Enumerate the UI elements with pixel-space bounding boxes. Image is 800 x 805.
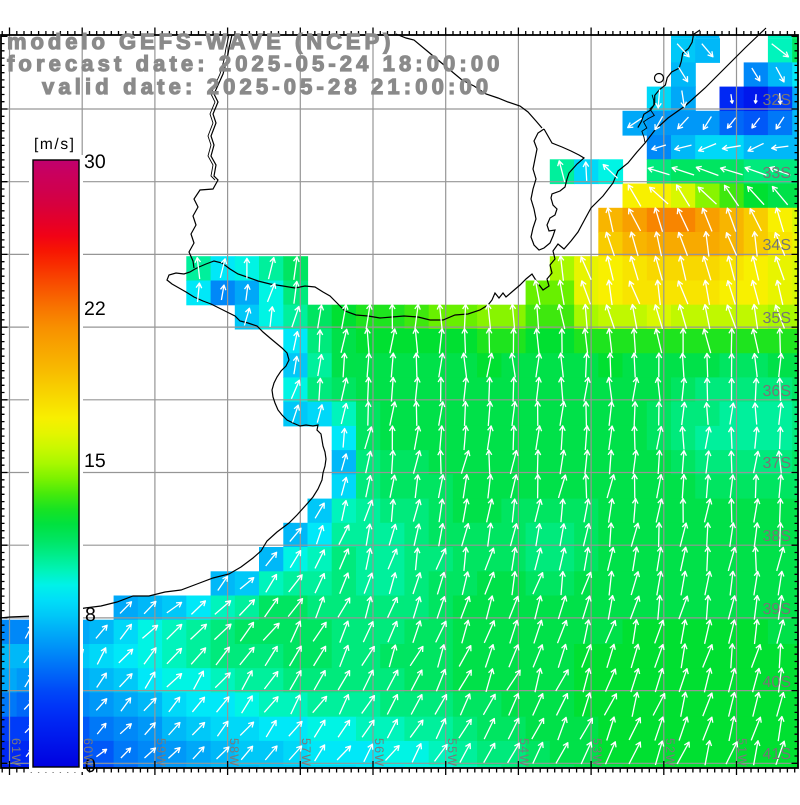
svg-text:22: 22	[84, 298, 106, 320]
svg-text:30: 30	[84, 151, 106, 173]
svg-text:8: 8	[85, 604, 96, 626]
svg-text:56W: 56W	[372, 738, 386, 767]
svg-text:61W: 61W	[9, 738, 23, 767]
svg-text:36S: 36S	[763, 383, 791, 400]
svg-text:54W: 54W	[517, 738, 531, 767]
svg-text:15: 15	[84, 450, 106, 472]
svg-text:valid date: 2025-05-28 21:00:0: valid date: 2025-05-28 21:00:00	[42, 74, 492, 99]
svg-text:modelo GEFS-WAVE (NCEP): modelo GEFS-WAVE (NCEP)	[7, 29, 394, 54]
svg-text:forecast date: 2025-05-24 18:0: forecast date: 2025-05-24 18:00:00	[7, 51, 504, 76]
svg-text:57W: 57W	[299, 738, 313, 767]
svg-text:38S: 38S	[763, 528, 791, 545]
svg-text:39S: 39S	[763, 601, 791, 618]
svg-text:37S: 37S	[763, 455, 791, 472]
svg-text:33S: 33S	[763, 165, 791, 182]
svg-text:32S: 32S	[763, 92, 791, 109]
svg-text:41S: 41S	[763, 746, 791, 763]
svg-text:40S: 40S	[763, 674, 791, 691]
svg-text:60W: 60W	[81, 738, 95, 767]
svg-text:0: 0	[85, 755, 96, 777]
svg-text:53W: 53W	[590, 738, 604, 767]
svg-text:35S: 35S	[763, 310, 791, 327]
svg-text:55W: 55W	[445, 738, 459, 767]
svg-text:34S: 34S	[763, 237, 791, 254]
svg-text:59W: 59W	[154, 738, 168, 767]
svg-text:[m/s]: [m/s]	[34, 136, 76, 153]
svg-text:58W: 58W	[227, 738, 241, 767]
svg-text:52W: 52W	[663, 738, 677, 767]
svg-text:51W: 51W	[735, 738, 749, 767]
